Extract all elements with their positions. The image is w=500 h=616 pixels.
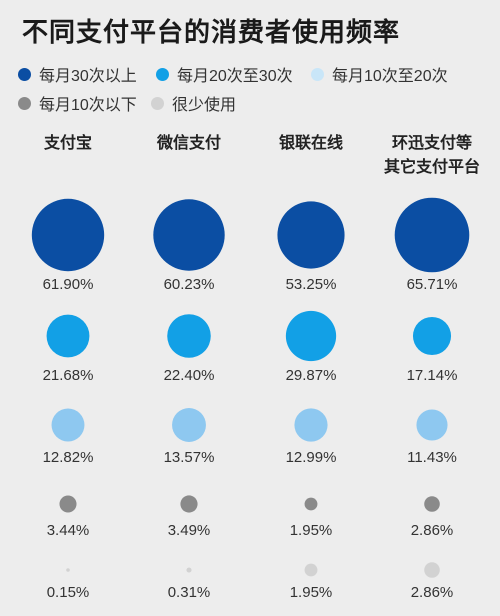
column-header-line1: 银联在线 <box>278 135 343 152</box>
data-label: 0.15% <box>47 584 90 601</box>
bubble-4-4 <box>424 496 440 512</box>
data-label: 22.40% <box>164 367 215 384</box>
bubble-3-2 <box>172 408 206 442</box>
column-header-other-platforms: 环迅支付等 其它支付平台 <box>367 132 497 180</box>
column-header-unionpay: 银联在线 <box>246 132 376 156</box>
bubble-2-4 <box>412 316 452 356</box>
legend-label: 每月10次以下 <box>39 97 137 114</box>
bubble-2-1 <box>46 314 90 358</box>
bubble-5-3 <box>304 563 318 577</box>
data-label: 11.43% <box>407 449 457 466</box>
bubble-1-2 <box>153 199 225 271</box>
data-label: 1.95% <box>290 522 333 539</box>
legend-item-10-20: 每月10次至20次 <box>311 62 448 86</box>
legend-dot-icon <box>311 67 324 81</box>
column-header-line1: 微信支付 <box>156 135 221 152</box>
legend-dot-icon <box>151 96 164 110</box>
bubble-4-3 <box>304 497 318 511</box>
column-header-wechat-pay: 微信支付 <box>124 132 254 156</box>
bubble-1-3 <box>277 201 345 269</box>
bubble-3-3 <box>294 408 328 442</box>
legend-item-rarely: 很少使用 <box>151 91 236 115</box>
bubble-1-4 <box>394 197 470 273</box>
legend-label: 很少使用 <box>172 97 237 114</box>
data-label: 65.71% <box>407 276 458 293</box>
data-label: 60.23% <box>164 276 215 293</box>
bubble-1-1 <box>31 198 105 272</box>
column-header-alipay: 支付宝 <box>3 132 133 156</box>
legend-dot-icon <box>156 67 169 81</box>
bubble-2-3 <box>285 310 337 362</box>
data-label: 12.82% <box>43 449 94 466</box>
bubble-5-4 <box>424 562 440 578</box>
legend-item-under-10: 每月10次以下 <box>18 91 137 115</box>
bubble-2-2 <box>167 314 211 358</box>
bubble-5-1 <box>66 568 70 572</box>
data-label: 61.90% <box>43 276 94 293</box>
data-label: 17.14% <box>407 367 458 384</box>
bubble-5-2 <box>186 567 192 573</box>
bubble-4-2 <box>180 495 198 513</box>
legend-label: 每月30次以上 <box>39 68 137 85</box>
data-label: 12.99% <box>286 449 337 466</box>
bubble-3-1 <box>51 408 85 442</box>
legend-label: 每月10次至20次 <box>332 68 448 85</box>
data-label: 2.86% <box>411 522 454 539</box>
data-label: 3.49% <box>168 522 211 539</box>
column-header-line1: 环迅支付等 <box>391 135 472 152</box>
column-header-line2: 其它支付平台 <box>383 159 480 176</box>
data-label: 53.25% <box>286 276 337 293</box>
column-header-line1: 支付宝 <box>43 135 92 152</box>
bubble-4-1 <box>59 495 77 513</box>
data-label: 1.95% <box>290 584 333 601</box>
data-label: 13.57% <box>164 449 215 466</box>
chart-title: 不同支付平台的消费者使用频率 <box>22 17 401 47</box>
data-label: 2.86% <box>411 584 454 601</box>
bubble-3-4 <box>416 409 448 441</box>
data-label: 21.68% <box>43 367 94 384</box>
legend-label: 每月20次至30次 <box>177 68 293 85</box>
legend-item-20-30: 每月20次至30次 <box>156 62 293 86</box>
legend-dot-icon <box>18 96 31 110</box>
legend-item-30-plus: 每月30次以上 <box>18 62 137 86</box>
data-label: 0.31% <box>168 584 211 601</box>
data-label: 3.44% <box>47 522 90 539</box>
data-label: 29.87% <box>286 367 337 384</box>
legend-dot-icon <box>18 67 31 81</box>
